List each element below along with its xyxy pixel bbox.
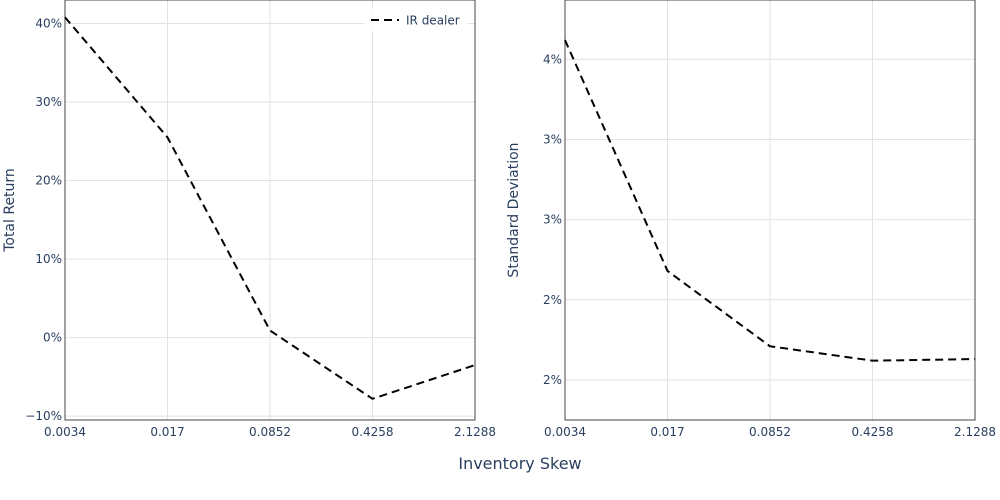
y-tick-label: 40% xyxy=(35,17,62,31)
y-axis-title: Standard Deviation xyxy=(506,142,522,277)
legend: IR dealer xyxy=(364,9,468,31)
x-tick-label: 0.017 xyxy=(650,425,684,439)
plot-frame xyxy=(564,0,976,421)
x-tick-label: 2.1288 xyxy=(454,425,496,439)
x-axis-title: Inventory Skew xyxy=(458,454,581,473)
total-return-chart: −10% 0% 10% 20% 30% 40% 0.0034 0.017 0.0852 0.425… xyxy=(2,0,496,439)
x-tick-label: 0.0034 xyxy=(544,425,586,439)
y-tick-label: 10% xyxy=(35,252,62,266)
y-tick-label: 2% xyxy=(543,373,562,387)
x-tick-label: 0.0852 xyxy=(249,425,291,439)
x-tick-label: 0.017 xyxy=(150,425,184,439)
standard-deviation-chart: 2% 2% 3% 3% 4% 0.0034 0.017 0.0852 0.4258 2.1288 S… xyxy=(506,0,996,439)
y-tick-label: 0% xyxy=(43,331,62,345)
y-tick-label: 4% xyxy=(543,52,562,66)
y-tick-label: 3% xyxy=(543,132,562,146)
x-tick-label: 0.0852 xyxy=(749,425,791,439)
x-tick-label: 0.4258 xyxy=(352,425,394,439)
y-tick-label: 30% xyxy=(35,95,62,109)
x-tick-label: 0.0034 xyxy=(44,425,86,439)
legend-background xyxy=(364,9,468,31)
x-tick-label: 0.4258 xyxy=(852,425,894,439)
x-tick-label: 2.1288 xyxy=(954,425,996,439)
series-line xyxy=(564,39,976,362)
plot-frame xyxy=(64,0,476,421)
y-tick-label: 20% xyxy=(35,174,62,188)
y-axis-title: Total Return xyxy=(2,168,18,253)
y-tick-label: 2% xyxy=(543,293,562,307)
y-tick-label: −10% xyxy=(25,409,62,423)
series-line xyxy=(64,16,476,400)
y-tick-label: 3% xyxy=(543,213,562,227)
legend-label: IR dealer xyxy=(406,14,460,28)
